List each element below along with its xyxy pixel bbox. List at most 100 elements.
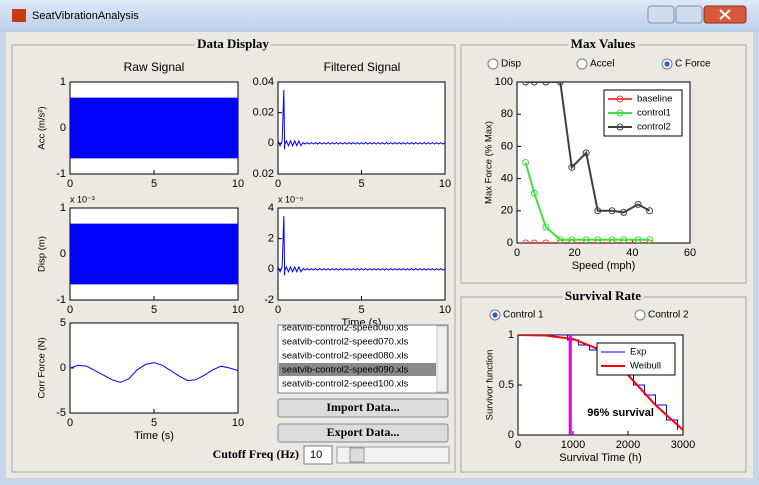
data-point <box>646 236 654 243</box>
y-tick-label: 1 <box>60 76 66 88</box>
data-display-panel <box>11 44 456 473</box>
y-tick-label: -1 <box>56 294 66 306</box>
y-axis-label: Disp (m) <box>37 236 48 272</box>
radio-label[interactable]: C Force <box>675 59 711 70</box>
signal-line <box>278 89 445 150</box>
data-point <box>542 82 550 86</box>
slider-thumb[interactable] <box>349 447 365 463</box>
x-tick-label: 40 <box>626 247 638 259</box>
plot-area <box>69 322 239 414</box>
listbox[interactable] <box>277 324 449 394</box>
x-axis-label: Time (s) <box>134 430 174 442</box>
plot-content <box>278 89 445 150</box>
y-axis-label: Corr Force (N) <box>37 337 48 398</box>
y-tick-label: 0 <box>507 237 513 249</box>
x-tick-label: 0 <box>67 178 73 190</box>
scrollbar[interactable] <box>436 325 448 393</box>
button-label[interactable]: Export Data... <box>327 425 400 439</box>
y-tick-label: 1 <box>508 329 514 341</box>
y-tick-label: 5 <box>60 317 66 329</box>
x-tick-label: 3000 <box>671 439 695 451</box>
data-point <box>646 207 654 215</box>
panel-title: Survival Rate <box>565 288 641 303</box>
button-label[interactable]: Import Data... <box>326 400 399 414</box>
data-point <box>522 82 530 86</box>
listbox-item[interactable]: seatvib-control2-speed090.xls <box>282 365 408 376</box>
radio-label[interactable]: Control 1 <box>503 310 544 321</box>
y-tick-label: 2 <box>268 233 274 245</box>
axis-exponent: x 10⁻⁵ <box>278 194 304 204</box>
y-tick-label: 0 <box>60 122 66 134</box>
series-line <box>525 82 651 214</box>
plot-content <box>522 82 654 243</box>
legend-label: Exp <box>630 347 646 358</box>
data-point <box>530 189 538 197</box>
y-tick-label: -5 <box>56 407 66 419</box>
cutoff-label: Cutoff Freq (Hz) <box>213 447 299 461</box>
x-tick-label: 2000 <box>616 439 640 451</box>
y-tick-label: 60 <box>501 140 513 152</box>
y-tick-label: 1 <box>60 202 66 214</box>
data-point <box>542 239 550 243</box>
plot-area <box>277 81 446 175</box>
data-point <box>556 82 564 86</box>
signal-band <box>70 223 238 285</box>
minimize-button[interactable] <box>647 5 675 24</box>
radio-button[interactable] <box>576 58 588 70</box>
radio-label[interactable]: Disp <box>501 59 521 70</box>
plot-content <box>70 97 238 159</box>
maximize-button[interactable] <box>675 5 703 24</box>
legend-label: baseline <box>637 94 672 105</box>
radio-button[interactable] <box>634 309 646 321</box>
survival-panel <box>460 296 747 473</box>
x-tick-label: 0 <box>514 247 520 259</box>
legend-marker <box>616 109 624 117</box>
data-point <box>556 236 564 243</box>
x-tick-label: 5 <box>358 304 364 316</box>
data-point <box>594 236 602 243</box>
y-axis-label: Acc (m/s²) <box>37 106 48 149</box>
axis-exponent: x 10⁻³ <box>70 194 95 204</box>
data-point <box>582 236 590 243</box>
title-bar <box>0 0 759 32</box>
data-point <box>608 236 616 243</box>
plot-content <box>70 223 238 285</box>
selected-row <box>279 363 436 376</box>
app-icon <box>12 9 26 22</box>
data-point <box>568 236 576 243</box>
y-axis-label: Survivor function <box>485 350 496 421</box>
cutoff-value: 10 <box>310 449 322 461</box>
y-tick-label: -2 <box>264 294 274 306</box>
radio-label[interactable]: Accel <box>590 59 614 70</box>
plot-area <box>277 207 446 301</box>
x-tick-label: 60 <box>684 247 696 259</box>
x-tick-label: 5 <box>151 417 157 429</box>
push-button[interactable] <box>277 398 449 418</box>
listbox-item[interactable]: seatvib-control2-speed080.xls <box>282 351 408 362</box>
listbox-item[interactable]: seatvib-control2-speed070.xls <box>282 337 408 348</box>
legend-box <box>596 342 676 376</box>
listbox-item[interactable]: seatvib-control2-speed100.xls <box>282 379 408 390</box>
y-tick-label: 40 <box>501 173 513 185</box>
cutoff-slider[interactable] <box>336 446 450 464</box>
annotation: 96% survival <box>587 407 654 419</box>
data-point <box>634 236 642 243</box>
legend-label: Weibull <box>630 361 661 372</box>
radio-button[interactable] <box>487 58 499 70</box>
close-icon <box>719 9 731 20</box>
x-tick-label: 10 <box>439 178 451 190</box>
series-line <box>524 162 650 241</box>
y-tick-label: 100 <box>495 76 513 88</box>
x-tick-label: 0 <box>67 417 73 429</box>
listbox-item[interactable]: seatvib-control2-speed060.xls <box>282 323 408 334</box>
x-tick-label: 5 <box>358 178 364 190</box>
data-point <box>620 236 628 243</box>
listbox-items: seatvib-control2-speed060.xls seatvib-con… <box>279 323 436 390</box>
cutoff-input[interactable] <box>303 445 333 465</box>
radio-label[interactable]: Control 2 <box>648 310 689 321</box>
legend-marker <box>616 95 624 103</box>
push-button[interactable] <box>277 423 449 443</box>
x-tick-label: 10 <box>439 304 451 316</box>
data-point <box>542 223 550 231</box>
